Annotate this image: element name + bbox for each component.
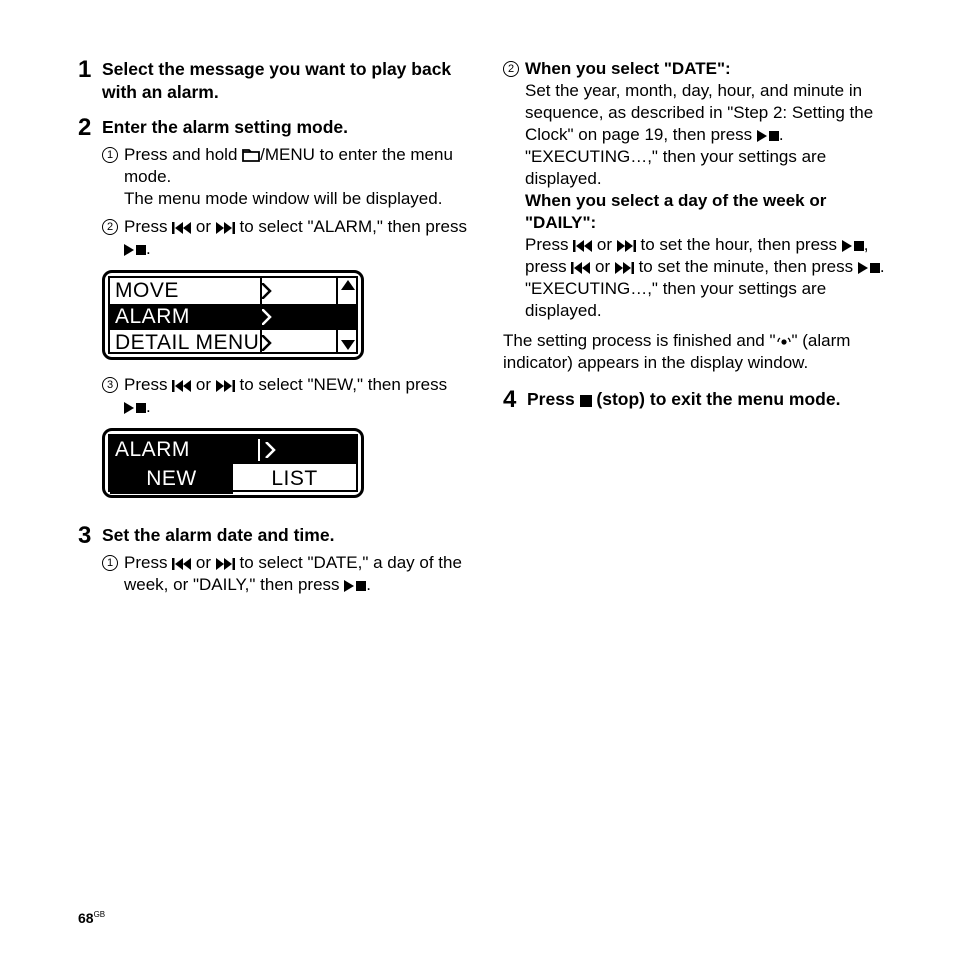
play-stop-icon	[842, 240, 864, 252]
stop-icon	[580, 395, 592, 407]
substep-2-1: 1 Press and hold /MENU to enter the menu…	[102, 144, 469, 210]
step-number: 4	[503, 388, 523, 412]
circled-number: 3	[102, 377, 118, 393]
next-track-icon	[216, 558, 235, 570]
page-number: 68	[78, 910, 94, 926]
lcd-scrollbar	[336, 278, 356, 352]
next-track-icon	[617, 240, 636, 252]
substep-2-2: 2 Press or to select "ALARM," then press…	[102, 216, 469, 260]
substep-text: Press or to select "NEW," then press .	[124, 374, 469, 418]
step-number: 2	[78, 116, 98, 512]
lcd-header-alarm: ALARM	[110, 436, 356, 464]
substep-text: When you select "DATE": Set the year, mo…	[525, 58, 894, 322]
lcd-tab-list: LIST	[233, 464, 356, 494]
play-stop-icon	[858, 262, 880, 274]
step-title: Press (stop) to exit the menu mode.	[527, 389, 840, 409]
step-number: 3	[78, 524, 98, 596]
lcd-tabs: NEW LIST	[110, 464, 356, 494]
folder-icon	[242, 147, 260, 162]
lcd-row-alarm: ALARM	[110, 304, 356, 330]
prev-track-icon	[573, 240, 592, 252]
substep-text: Press or to select "DATE," a day of the …	[124, 552, 469, 596]
play-stop-icon	[124, 244, 146, 256]
lcd-screen-menu: MOVE ALARM DETAIL MENU	[102, 270, 364, 360]
substep-3-1: 1 Press or to select "DATE," a day of th…	[102, 552, 469, 596]
circled-number: 1	[102, 147, 118, 163]
step-3: 3 Set the alarm date and time. 1 Press o…	[78, 524, 469, 596]
lcd-tab-new: NEW	[110, 464, 233, 494]
lcd-row-move: MOVE	[110, 278, 356, 304]
step-number: 1	[78, 58, 98, 104]
lcd-divider	[260, 278, 262, 352]
substep-3-2: 2 When you select "DATE": Set the year, …	[503, 58, 894, 322]
next-track-icon	[216, 222, 235, 234]
case-heading: When you select a day of the week or "DA…	[525, 191, 826, 232]
step-1: 1 Select the message you want to play ba…	[78, 58, 469, 104]
lcd-screen-alarm: ALARM NEW LIST	[102, 428, 364, 498]
substep-text: Press or to select "ALARM," then press .	[124, 216, 469, 260]
page-footer: 68GB	[78, 910, 105, 926]
play-stop-icon	[757, 130, 779, 142]
step-4: 4 Press (stop) to exit the menu mode.	[503, 388, 894, 412]
circled-number: 1	[102, 555, 118, 571]
page-lang: GB	[94, 910, 106, 919]
chevron-right-icon	[264, 442, 276, 458]
substep-text: Press and hold /MENU to enter the menu m…	[124, 144, 469, 210]
case-heading: When you select "DATE":	[525, 59, 731, 78]
step-title: Enter the alarm setting mode.	[102, 116, 469, 138]
step-2: 2 Enter the alarm setting mode. 1 Press …	[78, 116, 469, 512]
next-track-icon	[216, 380, 235, 392]
prev-track-icon	[172, 222, 191, 234]
substep-2-3: 3 Press or to select "NEW," then press .	[102, 374, 469, 418]
prev-track-icon	[172, 558, 191, 570]
play-stop-icon	[124, 402, 146, 414]
right-column: 2 When you select "DATE": Set the year, …	[503, 58, 894, 608]
scroll-down-icon	[341, 340, 355, 350]
prev-track-icon	[571, 262, 590, 274]
prev-track-icon	[172, 380, 191, 392]
manual-page: 1 Select the message you want to play ba…	[0, 0, 954, 608]
play-stop-icon	[344, 580, 366, 592]
scroll-up-icon	[341, 280, 355, 290]
left-column: 1 Select the message you want to play ba…	[78, 58, 469, 608]
step-title: Set the alarm date and time.	[102, 524, 469, 546]
next-track-icon	[615, 262, 634, 274]
step-title: Select the message you want to play back…	[102, 59, 451, 102]
closing-paragraph: The setting process is finished and "" (…	[503, 330, 894, 374]
lcd-row-detail: DETAIL MENU	[110, 330, 356, 356]
alarm-indicator-icon	[776, 336, 792, 348]
circled-number: 2	[102, 219, 118, 235]
circled-number: 2	[503, 61, 519, 77]
